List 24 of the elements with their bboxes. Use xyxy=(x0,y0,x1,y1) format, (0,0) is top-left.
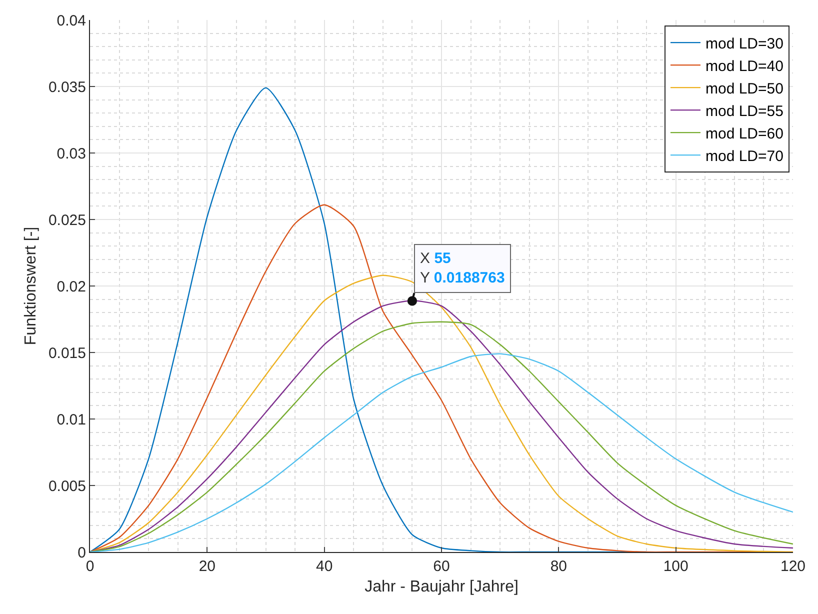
y-tick-label: 0 xyxy=(78,544,86,562)
y-tick-label: 0.015 xyxy=(48,344,86,362)
legend-label: mod LD=70 xyxy=(705,148,784,165)
x-tick-label: 60 xyxy=(433,558,450,575)
y-tick-label: 0.005 xyxy=(48,478,86,495)
legend-label: mod LD=30 xyxy=(705,35,784,52)
legend-label: mod LD=50 xyxy=(705,80,784,98)
y-tick-label: 0.02 xyxy=(56,278,86,296)
y-tick-label: 0.03 xyxy=(56,145,86,162)
x-tick-label: 100 xyxy=(663,558,688,575)
annotation: X 55 Y 0.0188763 xyxy=(420,250,505,286)
y-tick-label: 0.04 xyxy=(56,12,86,30)
y-tick-label: 0.01 xyxy=(56,411,86,428)
legend-label: mod LD=40 xyxy=(705,58,784,75)
legend-label: mod LD=60 xyxy=(705,125,784,142)
x-tick-label: 120 xyxy=(780,558,806,575)
y-axis-title: Funktionswert [-] xyxy=(22,226,40,346)
legend-label: mod LD=55 xyxy=(705,102,784,120)
y-tick-label: 0.035 xyxy=(48,78,86,96)
x-axis-title: Jahr - Baujahr [Jahre] xyxy=(364,578,518,596)
x-tick-label: 80 xyxy=(550,558,568,575)
x-tick-label: 20 xyxy=(198,558,216,575)
x-tick-label: 40 xyxy=(316,558,333,575)
y-tick-label: 0.025 xyxy=(48,212,86,229)
